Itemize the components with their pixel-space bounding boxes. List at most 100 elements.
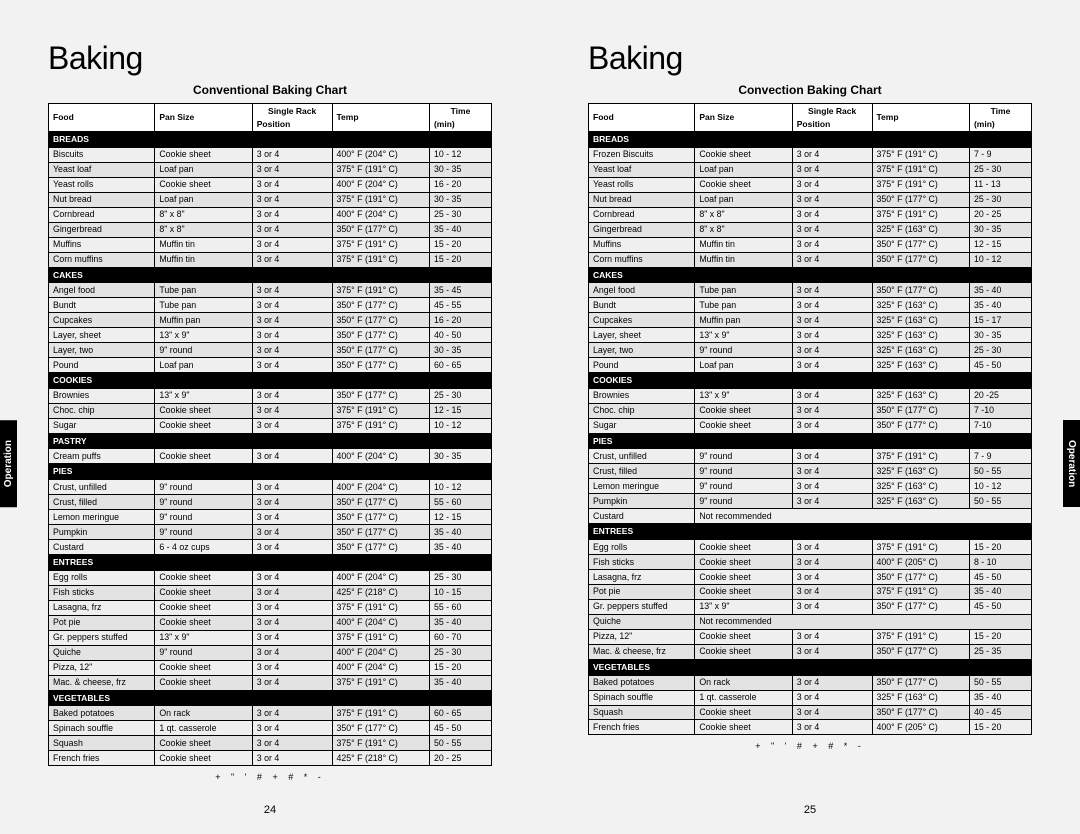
col-food: Food xyxy=(49,104,155,132)
table-row: Lasagna, frzCookie sheet3 or 4375° F (19… xyxy=(49,600,492,615)
table-row: Corn muffinsMuffin tin3 or 4375° F (191°… xyxy=(49,252,492,267)
heading-right: Baking xyxy=(588,40,1032,77)
col-food: Food xyxy=(589,104,695,132)
footnote-left: + " ' # + # * - xyxy=(48,772,492,782)
table-row: Angel foodTube pan3 or 4350° F (177° C)3… xyxy=(589,283,1032,298)
page-right: Operation Baking Convection Baking Chart… xyxy=(540,0,1080,834)
table-row: French friesCookie sheet3 or 4400° F (20… xyxy=(589,720,1032,735)
table-head: Food Pan Size Single Rack Temp Time Posi… xyxy=(589,104,1032,132)
heading-left: Baking xyxy=(48,40,492,77)
table-row: French friesCookie sheet3 or 4425° F (21… xyxy=(49,751,492,766)
table-row: BundtTube pan3 or 4350° F (177° C)45 - 5… xyxy=(49,298,492,313)
table-row: Gr. peppers stuffed13" x 9"3 or 4350° F … xyxy=(589,599,1032,614)
table-row: Yeast loafLoaf pan3 or 4375° F (191° C)3… xyxy=(49,162,492,177)
table-row: Egg rollsCookie sheet3 or 4400° F (204° … xyxy=(49,570,492,585)
col-time: (min) xyxy=(969,118,1031,132)
table-row: Layer, sheet13" x 9"3 or 4350° F (177° C… xyxy=(49,328,492,343)
table-row: BundtTube pan3 or 4325° F (163° C)35 - 4… xyxy=(589,298,1032,313)
table-row: Quiche9" round3 or 4400° F (204° C)25 - … xyxy=(49,645,492,660)
table-row: SquashCookie sheet3 or 4350° F (177° C)4… xyxy=(589,705,1032,720)
col-temp: Temp xyxy=(872,104,969,132)
col-pos: Position xyxy=(792,118,872,132)
table-row: Choc. chipCookie sheet3 or 4375° F (191°… xyxy=(49,403,492,418)
footnote-right: + " ' # + # * - xyxy=(588,741,1032,751)
side-tab-right: Operation xyxy=(1063,420,1080,507)
table-row: Nut breadLoaf pan3 or 4350° F (177° C)25… xyxy=(589,192,1032,207)
section-header: VEGETABLES xyxy=(49,690,492,706)
table-row: Egg rollsCookie sheet3 or 4375° F (191° … xyxy=(589,540,1032,555)
col-pos-top: Single Rack xyxy=(252,104,332,118)
table-row: Yeast rollsCookie sheet3 or 4400° F (204… xyxy=(49,177,492,192)
page-num-right: 25 xyxy=(540,804,1080,816)
table-row: MuffinsMuffin tin3 or 4350° F (177° C)12… xyxy=(589,237,1032,252)
conventional-table: Food Pan Size Single Rack Temp Time Posi… xyxy=(48,103,492,766)
table-row: Fish sticksCookie sheet3 or 4400° F (205… xyxy=(589,555,1032,570)
table-row: Layer, two9" round3 or 4325° F (163° C)2… xyxy=(589,343,1032,358)
table-row: CustardNot recommended xyxy=(589,509,1032,524)
table-row: SquashCookie sheet3 or 4375° F (191° C)5… xyxy=(49,736,492,751)
table-row: Spinach souffle1 qt. casserole3 or 4350°… xyxy=(49,721,492,736)
table-row: PoundLoaf pan3 or 4325° F (163° C)45 - 5… xyxy=(589,358,1032,373)
table-row: Crust, unfilled9" round3 or 4375° F (191… xyxy=(589,449,1032,464)
table-row: Pumpkin9" round3 or 4350° F (177° C)35 -… xyxy=(49,525,492,540)
table-row: Crust, filled9" round3 or 4350° F (177° … xyxy=(49,495,492,510)
table-row: SugarCookie sheet3 or 4350° F (177° C)7-… xyxy=(589,418,1032,433)
table-row: Baked potatoesOn rack3 or 4350° F (177° … xyxy=(589,675,1032,690)
table-row: Frozen BiscuitsCookie sheet3 or 4375° F … xyxy=(589,147,1032,162)
table-row: QuicheNot recommended xyxy=(589,614,1032,629)
section-header: CAKES xyxy=(49,267,492,283)
table-row: Layer, two9" round3 or 4350° F (177° C)3… xyxy=(49,343,492,358)
subtitle-right: Convection Baking Chart xyxy=(588,83,1032,97)
side-tab-left: Operation xyxy=(0,420,17,507)
section-header: ENTREES xyxy=(589,524,1032,540)
table-body-left: BREADSBiscuitsCookie sheet3 or 4400° F (… xyxy=(49,132,492,766)
col-pan: Pan Size xyxy=(695,104,792,132)
table-row: PoundLoaf pan3 or 4350° F (177° C)60 - 6… xyxy=(49,358,492,373)
table-head: Food Pan Size Single Rack Temp Time Posi… xyxy=(49,104,492,132)
table-row: Lasagna, frzCookie sheet3 or 4350° F (17… xyxy=(589,570,1032,585)
section-header: COOKIES xyxy=(49,373,492,389)
table-row: CupcakesMuffin pan3 or 4350° F (177° C)1… xyxy=(49,313,492,328)
table-row: Brownies13" x 9"3 or 4350° F (177° C)25 … xyxy=(49,388,492,403)
col-pos: Position xyxy=(252,118,332,132)
table-row: CupcakesMuffin pan3 or 4325° F (163° C)1… xyxy=(589,313,1032,328)
table-row: Crust, unfilled9" round3 or 4400° F (204… xyxy=(49,480,492,495)
table-row: Cornbread8" x 8"3 or 4375° F (191° C)20 … xyxy=(589,207,1032,222)
table-row: Gingerbread8" x 8"3 or 4350° F (177° C)3… xyxy=(49,222,492,237)
table-row: Brownies13" x 9"3 or 4325° F (163° C)20 … xyxy=(589,388,1032,403)
table-row: MuffinsMuffin tin3 or 4375° F (191° C)15… xyxy=(49,237,492,252)
section-header: BREADS xyxy=(49,132,492,148)
page-num-left: 24 xyxy=(0,804,540,816)
table-row: BiscuitsCookie sheet3 or 4400° F (204° C… xyxy=(49,147,492,162)
table-row: Crust, filled9" round3 or 4325° F (163° … xyxy=(589,464,1032,479)
table-row: Yeast rollsCookie sheet3 or 4375° F (191… xyxy=(589,177,1032,192)
table-row: Pot pieCookie sheet3 or 4375° F (191° C)… xyxy=(589,584,1032,599)
table-row: Yeast loafLoaf pan3 or 4375° F (191° C)2… xyxy=(589,162,1032,177)
table-row: Fish sticksCookie sheet3 or 4425° F (218… xyxy=(49,585,492,600)
col-temp: Temp xyxy=(332,104,429,132)
col-pos-top: Single Rack xyxy=(792,104,872,118)
table-row: SugarCookie sheet3 or 4375° F (191° C)10… xyxy=(49,418,492,433)
section-header: CAKES xyxy=(589,267,1032,283)
subtitle-left: Conventional Baking Chart xyxy=(48,83,492,97)
table-row: Pizza, 12"Cookie sheet3 or 4400° F (204°… xyxy=(49,660,492,675)
table-row: Gr. peppers stuffed13" x 9"3 or 4375° F … xyxy=(49,630,492,645)
table-row: Gingerbread8" x 8"3 or 4325° F (163° C)3… xyxy=(589,222,1032,237)
table-row: Lemon meringue9" round3 or 4325° F (163°… xyxy=(589,479,1032,494)
convection-table: Food Pan Size Single Rack Temp Time Posi… xyxy=(588,103,1032,735)
table-row: Mac. & cheese, frzCookie sheet3 or 4375°… xyxy=(49,675,492,690)
table-row: Lemon meringue9" round3 or 4350° F (177°… xyxy=(49,510,492,525)
section-header: COOKIES xyxy=(589,373,1032,389)
section-header: PIES xyxy=(589,433,1032,449)
table-row: Cream puffsCookie sheet3 or 4400° F (204… xyxy=(49,449,492,464)
col-pan: Pan Size xyxy=(155,104,252,132)
table-row: Spinach souffle1 qt. casserole3 or 4325°… xyxy=(589,690,1032,705)
section-header: VEGETABLES xyxy=(589,659,1032,675)
table-row: Baked potatoesOn rack3 or 4375° F (191° … xyxy=(49,706,492,721)
table-row: Cornbread8" x 8"3 or 4400° F (204° C)25 … xyxy=(49,207,492,222)
table-row: Layer, sheet13" x 9"3 or 4325° F (163° C… xyxy=(589,328,1032,343)
section-header: ENTREES xyxy=(49,555,492,571)
table-row: Corn muffinsMuffin tin3 or 4350° F (177°… xyxy=(589,252,1032,267)
table-row: Pizza, 12"Cookie sheet3 or 4375° F (191°… xyxy=(589,629,1032,644)
page-left: Operation Baking Conventional Baking Cha… xyxy=(0,0,540,834)
